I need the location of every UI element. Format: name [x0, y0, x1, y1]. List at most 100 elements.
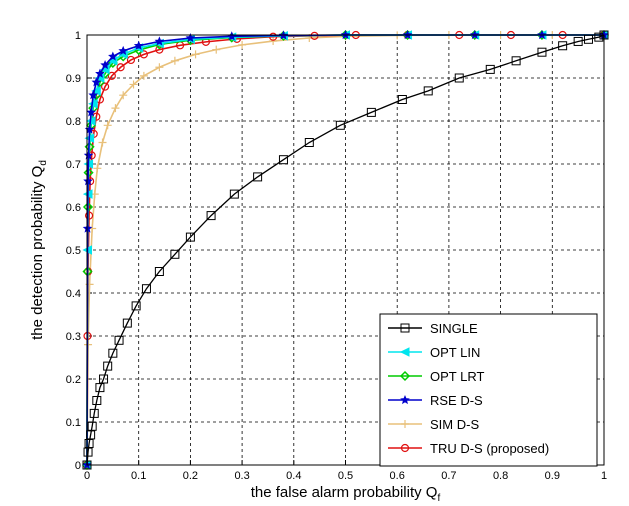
legend-label: SIM D-S: [430, 417, 479, 432]
data-point-tru-d-s-proposed: [116, 63, 125, 72]
data-point-sim-d-s: [212, 45, 221, 54]
legend-item-sim-d-s: SIM D-S: [388, 417, 479, 432]
data-point-tru-d-s-proposed: [84, 211, 94, 220]
y-axis-label: the detection probability Qd: [29, 160, 49, 340]
x-tick-label: 0.4: [286, 470, 301, 482]
data-point-tru-d-s-proposed: [100, 82, 110, 91]
data-point-sim-d-s: [103, 121, 112, 130]
legend-item-tru-d-s-proposed: TRU D-S (proposed): [388, 441, 549, 456]
y-tick-label: 0.5: [66, 245, 81, 257]
data-point-single: [253, 172, 263, 182]
y-tick-label: 0.6: [66, 202, 81, 214]
data-point-opt-lin: [91, 86, 101, 96]
data-point-tru-d-s-proposed: [107, 71, 116, 80]
data-point-rse-d-s: [91, 77, 102, 87]
data-point-sim-d-s: [129, 80, 138, 89]
data-point-tru-d-s-proposed: [139, 50, 148, 59]
legend-label: OPT LIN: [430, 345, 480, 360]
data-point-sim-d-s: [93, 164, 102, 173]
legend-marker: [400, 323, 410, 333]
legend-label: RSE D-S: [430, 393, 483, 408]
x-tick-label: 0.3: [234, 470, 249, 482]
legend: SINGLE OPT LIN OPT LRT RSE D-S SIM D-S TRU D-…: [379, 313, 598, 467]
data-point-single: [92, 396, 102, 405]
data-point-single: [114, 335, 124, 345]
plot-frame: [86, 34, 605, 466]
data-point-rse-d-s: [154, 36, 165, 46]
data-point-single: [278, 155, 288, 165]
x-tick-label: 0.5: [338, 470, 353, 482]
data-point-single: [122, 318, 132, 328]
data-point-rse-d-s: [86, 107, 96, 117]
data-point-rse-d-s: [82, 223, 93, 233]
data-point-single: [511, 56, 521, 66]
y-tick-label: 0.4: [66, 288, 81, 300]
data-point-single: [108, 348, 118, 358]
x-tick-label: 0.1: [131, 470, 146, 482]
legend-marker: [401, 420, 409, 428]
data-point-single: [83, 447, 93, 457]
data-point-single: [594, 32, 604, 42]
legend-marker: [399, 370, 411, 382]
data-point-single: [103, 361, 113, 371]
legend-item-opt-lrt: OPT LRT: [388, 369, 484, 384]
data-point-single: [304, 138, 314, 147]
x-tick-label: 0.2: [183, 470, 198, 482]
data-point-single: [366, 107, 376, 117]
x-tick-label: 0.6: [390, 470, 405, 482]
data-point-single: [537, 47, 547, 57]
data-point-single: [99, 374, 109, 384]
legend-item-single: SINGLE: [388, 321, 478, 336]
data-point-single: [454, 73, 464, 83]
data-point-rse-d-s: [108, 51, 118, 61]
data-point-single: [397, 95, 407, 104]
data-point-single: [170, 249, 180, 259]
data-point-sim-d-s: [155, 63, 164, 72]
data-point-rse-d-s: [95, 68, 105, 78]
x-axis-label: the false alarm probability Qf: [251, 484, 441, 504]
legend-label: SINGLE: [430, 321, 478, 336]
data-point-sim-d-s: [191, 50, 200, 59]
tick-labels: 0 0.1 0.2 0.3 0.4 0.5 0.6 0.7 0.8 0.9 1 0 0.1 0.2 0.3 0…: [66, 30, 607, 482]
x-tick-label: 1: [601, 470, 607, 482]
data-point-rse-d-s: [185, 32, 196, 43]
legend-item-opt-lin: OPT LIN: [388, 345, 480, 360]
data-point-single: [84, 439, 94, 448]
y-tick-label: 0.8: [66, 116, 81, 128]
data-point-single: [185, 232, 195, 242]
data-point-sim-d-s: [238, 40, 247, 49]
data-point-single: [558, 41, 568, 51]
data-point-rse-d-s: [100, 60, 110, 70]
data-point-single: [335, 120, 345, 130]
legend-item-rse-d-s: RSE D-S: [388, 393, 483, 408]
legend-label: TRU D-S (proposed): [430, 441, 549, 456]
y-tick-label: 1: [75, 30, 81, 42]
y-tick-label: 0.7: [66, 159, 81, 171]
data-point-single: [229, 189, 239, 199]
data-point-sim-d-s: [98, 138, 107, 147]
x-tick-label: 0: [84, 470, 90, 482]
y-tick-label: 0.3: [66, 331, 81, 343]
data-point-rse-d-s: [133, 40, 144, 50]
data-point-single: [87, 421, 97, 431]
data-point-rse-d-s: [118, 45, 128, 55]
data-point-single: [154, 267, 164, 276]
x-tick-label: 0.7: [441, 470, 456, 482]
data-point-single: [141, 284, 151, 294]
data-point-single: [485, 64, 495, 74]
series-single: [82, 30, 609, 470]
data-point-single: [206, 211, 216, 221]
y-tick-label: 0.2: [66, 374, 81, 386]
data-point-single: [131, 301, 141, 311]
data-point-rse-d-s: [83, 176, 93, 186]
x-tick-label: 0.8: [493, 470, 508, 482]
data-point-sim-d-s: [119, 91, 128, 100]
data-point-sim-d-s: [170, 56, 179, 65]
data-point-single: [95, 383, 105, 393]
legend-marker: [399, 347, 410, 357]
data-point-single: [89, 408, 99, 418]
y-tick-label: 0.9: [66, 73, 81, 85]
x-tick-label: 0.9: [545, 470, 560, 482]
legend-label: OPT LRT: [430, 369, 484, 384]
